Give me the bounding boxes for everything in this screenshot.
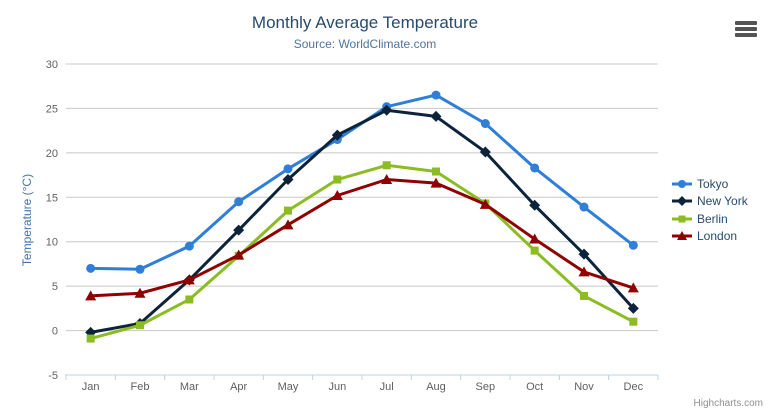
x-axis-label: Jun <box>328 381 346 393</box>
x-axis-label: Jan <box>82 381 100 393</box>
legend-marker-icon <box>672 179 692 188</box>
legend-item-label: Berlin <box>697 211 728 226</box>
data-point[interactable] <box>284 206 292 215</box>
y-axis-label: -5 <box>48 370 58 382</box>
data-point[interactable] <box>382 161 391 170</box>
data-point[interactable] <box>283 164 293 174</box>
y-axis-label: 25 <box>46 103 58 115</box>
data-point[interactable] <box>183 274 195 285</box>
legend-item-tokyo[interactable]: Tokyo <box>672 175 748 193</box>
data-point[interactable] <box>580 291 588 300</box>
y-axis-label: 15 <box>46 192 58 204</box>
data-point[interactable] <box>629 317 638 326</box>
data-point[interactable] <box>282 219 294 230</box>
data-point[interactable] <box>135 264 145 274</box>
data-point[interactable] <box>333 175 342 184</box>
data-point[interactable] <box>529 199 541 211</box>
y-axis-label: 10 <box>46 237 58 249</box>
data-point[interactable] <box>381 174 393 185</box>
x-axis-label: Dec <box>624 381 644 393</box>
series-line[interactable] <box>89 178 635 298</box>
x-axis-label: Nov <box>574 381 594 393</box>
series-london <box>85 174 639 301</box>
data-point[interactable] <box>430 110 442 122</box>
hamburger-bar <box>735 33 757 37</box>
legend-item-london[interactable]: London <box>672 228 748 246</box>
chart-title: Monthly Average Temperature <box>251 13 479 32</box>
x-axis-label: Sep <box>476 381 496 393</box>
data-point[interactable] <box>678 179 686 188</box>
data-point[interactable] <box>579 202 589 212</box>
data-point[interactable] <box>578 266 590 277</box>
x-axis-label: Mar <box>180 381 199 393</box>
series-line[interactable] <box>89 108 635 334</box>
y-axis-label: 30 <box>46 59 58 71</box>
data-point[interactable] <box>234 197 244 207</box>
legend-item-label: London <box>697 229 738 244</box>
data-point[interactable] <box>530 163 540 173</box>
x-axis-label: Apr <box>230 381 247 393</box>
data-point[interactable] <box>136 321 144 330</box>
data-point[interactable] <box>578 248 590 260</box>
y-axis-label: 0 <box>52 326 58 338</box>
y-axis-label: 5 <box>52 281 58 293</box>
data-point[interactable] <box>86 263 96 273</box>
data-point[interactable] <box>282 174 294 186</box>
hamburger-bar <box>735 21 757 25</box>
data-point[interactable] <box>185 295 194 304</box>
legend-item-label: Tokyo <box>697 176 729 191</box>
data-point[interactable] <box>432 167 440 176</box>
legend-item-berlin[interactable]: Berlin <box>672 210 748 228</box>
y-axis-title: Temperature (°C) <box>20 174 34 266</box>
data-point[interactable] <box>677 231 687 241</box>
hamburger-bar <box>735 27 757 31</box>
data-point[interactable] <box>233 249 245 260</box>
credits-link[interactable]: Highcharts.com <box>693 398 763 409</box>
hamburger-menu-icon <box>735 21 757 37</box>
data-point[interactable] <box>331 190 343 201</box>
x-axis-label: Jul <box>380 381 394 393</box>
x-axis-label: Aug <box>426 381 446 393</box>
legend-marker-icon <box>672 231 692 241</box>
x-axis-label: Feb <box>131 381 150 393</box>
data-point[interactable] <box>331 129 343 141</box>
data-point[interactable] <box>628 240 638 250</box>
x-axis-label: Oct <box>526 381 543 393</box>
legend-item-label: New York <box>697 194 748 209</box>
data-point[interactable] <box>627 302 639 314</box>
data-point[interactable] <box>86 334 95 343</box>
export-menu-button[interactable] <box>732 17 760 41</box>
legend: Tokyo New York Berlin London <box>672 175 748 245</box>
data-point[interactable] <box>134 287 146 298</box>
x-axis-label: May <box>278 381 299 393</box>
data-point[interactable] <box>233 224 245 236</box>
data-point[interactable] <box>85 290 97 301</box>
series-line[interactable] <box>89 163 635 341</box>
data-point[interactable] <box>480 119 490 129</box>
legend-marker-icon <box>672 196 692 207</box>
data-point[interactable] <box>678 215 686 223</box>
data-point[interactable] <box>627 282 639 293</box>
y-axis-label: 20 <box>46 148 58 160</box>
chart-subtitle: Source: WorldClimate.com <box>293 37 437 51</box>
legend-marker-icon <box>672 215 692 223</box>
data-point[interactable] <box>479 146 491 158</box>
legend-item-new-york[interactable]: New York <box>672 193 748 211</box>
data-point[interactable] <box>677 196 687 207</box>
data-point[interactable] <box>529 233 541 244</box>
data-point[interactable] <box>430 177 442 188</box>
series-new-york <box>85 104 639 338</box>
data-point[interactable] <box>431 90 441 100</box>
series-tokyo <box>86 90 638 274</box>
data-point[interactable] <box>184 241 194 251</box>
data-point[interactable] <box>479 198 491 209</box>
data-point[interactable] <box>530 246 539 255</box>
data-point[interactable] <box>381 104 393 116</box>
